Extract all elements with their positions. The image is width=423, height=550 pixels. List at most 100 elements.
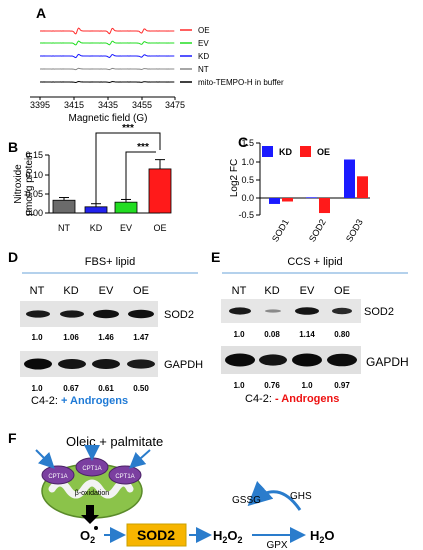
legend-label-nt: NT — [198, 65, 209, 74]
band — [229, 307, 251, 315]
x-tick-label: KD — [90, 223, 103, 233]
band — [60, 310, 84, 318]
lane-label: EV — [300, 285, 315, 297]
quant-value: 1.0 — [233, 330, 245, 339]
band — [92, 359, 120, 369]
band — [265, 309, 281, 313]
y-tick-label: 1.5 — [241, 138, 254, 148]
input-arrow — [129, 449, 151, 469]
x-tick-label: EV — [120, 223, 132, 233]
bar-ev — [114, 201, 138, 214]
cpt1a-label: CPT1A — [82, 466, 101, 472]
band — [225, 353, 255, 367]
sod2-box — [126, 523, 187, 547]
x-tick-label: OE — [153, 223, 166, 233]
legend-a: OE EV KD NT mito-TEMPO-H in buffer — [180, 26, 284, 87]
gapdh-label: GAPDH — [366, 355, 409, 369]
nitroxide-bar-chart: Nitroxide µmol/g protein 0.00 0.05 0.10 … — [13, 123, 172, 233]
lane-label: OE — [334, 285, 350, 297]
y-tick-label: 0.00 — [25, 208, 43, 218]
cell-line-label: C4-2: — [245, 393, 275, 405]
down-arrow-head — [81, 515, 99, 524]
spectrum-kd — [40, 53, 175, 59]
y-axis-label-2: µmol/g protein — [24, 152, 35, 216]
y-tick-label: -0.5 — [238, 210, 254, 220]
band — [58, 359, 86, 369]
quant-value: 1.0 — [301, 381, 313, 390]
androgen-status: - Androgens — [275, 393, 339, 405]
pathway-diagram: F Oleic + palmitate CPT1A CPT1A CPT1A β-… — [8, 430, 335, 550]
glutathione-cycle-arrow — [247, 480, 302, 511]
spectrum-oe — [40, 27, 175, 35]
band — [292, 353, 322, 367]
bar-oe-sod3 — [357, 176, 368, 198]
x-tick-label: SOD1 — [270, 217, 291, 243]
panel-f-letter: F — [8, 430, 17, 446]
quant-value: 0.67 — [63, 384, 79, 393]
cpt1a-label: CPT1A — [115, 474, 134, 480]
lane-label: OE — [133, 285, 149, 297]
x-tick-label: 3455 — [132, 100, 152, 110]
significance-stars: *** — [137, 142, 149, 153]
quant-value: 1.47 — [133, 333, 149, 342]
sod2-enzyme: SOD2 — [137, 527, 175, 543]
bar-oe-sod1 — [282, 198, 293, 202]
legend-label-oe: OE — [198, 26, 210, 35]
cell-line-caption: C4-2: + Androgens — [31, 395, 128, 407]
significance-bracket-ev-oe — [125, 151, 156, 200]
legend-label-kd: KD — [279, 147, 292, 157]
bar-kd — [84, 206, 108, 214]
panel-d-letter: D — [8, 249, 18, 265]
x-axis-label: Magnetic field (G) — [69, 113, 148, 124]
western-blot-ccs-lipid: E CCS + lipid NT KD EV OE SOD2 1.0 0.08 … — [211, 249, 409, 405]
legend-label-oe: OE — [317, 147, 330, 157]
x-tick-label: 3475 — [165, 100, 185, 110]
water: H2O — [310, 528, 335, 545]
hydrogen-peroxide: H2O2 — [213, 528, 243, 545]
sod2-label: SOD2 — [364, 306, 394, 318]
bar-oe — [148, 168, 172, 214]
bar-kd-sod1 — [269, 198, 280, 204]
quant-value: 0.08 — [264, 330, 280, 339]
band — [259, 354, 287, 366]
quant-value: 0.80 — [334, 330, 350, 339]
o2-symbol: O — [80, 528, 90, 543]
o2-subscript: 2 — [90, 535, 95, 545]
h2o-h: H — [310, 528, 319, 543]
lane-label: NT — [232, 285, 247, 297]
fatty-acid-input: Oleic + palmitate — [66, 434, 163, 449]
quant-value: 0.50 — [133, 384, 149, 393]
gssg-label: GSSG — [232, 495, 261, 506]
cell-line-label: C4-2: — [31, 395, 61, 407]
lane-label: EV — [99, 285, 114, 297]
band — [127, 359, 155, 369]
h2o2-h: H — [213, 528, 222, 543]
panel-e-letter: E — [211, 249, 220, 265]
western-blot-fbs-lipid: D FBS+ lipid NT KD EV OE SOD2 1.0 1.06 1… — [8, 249, 203, 407]
x-tick-label: 3395 — [30, 100, 50, 110]
superoxide: O2 — [80, 528, 95, 545]
band — [24, 358, 52, 370]
x-tick-label: SOD2 — [307, 217, 328, 243]
beta-oxidation-label: β-oxidation — [75, 490, 109, 497]
bar-kd-sod2 — [306, 197, 317, 199]
quant-value: 1.0 — [233, 381, 245, 390]
gapdh-label: GAPDH — [164, 359, 203, 371]
band — [332, 307, 352, 315]
significance-bracket-kd-oe — [95, 132, 161, 208]
x-tick-label: 3415 — [64, 100, 84, 110]
down-arrow-shaft — [86, 505, 94, 515]
quant-value: 1.14 — [299, 330, 315, 339]
legend-swatch-kd — [262, 146, 273, 157]
quant-value: 1.0 — [31, 333, 43, 342]
h2o-sub: 2 — [319, 535, 324, 545]
lane-label: KD — [264, 285, 279, 297]
spectrum-ev — [40, 40, 175, 46]
sod2-label: SOD2 — [164, 309, 194, 321]
gpx-label: GPX — [266, 540, 287, 550]
legend-label-ev: EV — [198, 39, 209, 48]
band — [26, 310, 50, 318]
radical-dot — [94, 526, 98, 530]
androgen-status: + Androgens — [61, 395, 128, 407]
